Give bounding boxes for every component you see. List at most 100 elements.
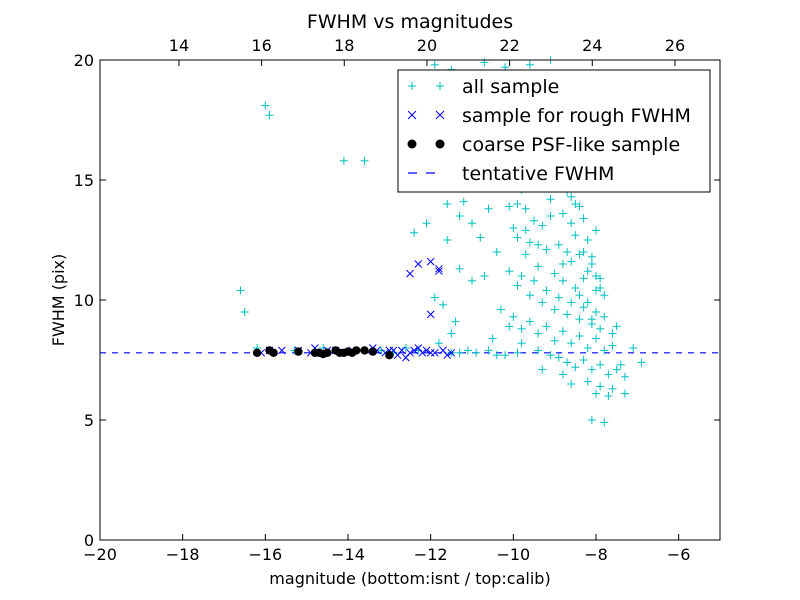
legend-marker-all-sample — [436, 82, 444, 90]
rough-sample-point — [422, 346, 431, 355]
rough-sample-point — [426, 257, 435, 266]
all-sample-point — [587, 260, 596, 268]
all-sample-point — [488, 334, 497, 343]
all-sample-point — [587, 315, 596, 324]
all-sample-point — [567, 219, 576, 228]
coarse-sample-point — [323, 348, 332, 357]
all-sample-point — [525, 317, 534, 326]
all-sample-point — [513, 281, 522, 290]
all-sample-point — [484, 204, 493, 213]
all-sample-point — [579, 356, 588, 364]
coarse-sample-point — [252, 348, 262, 357]
all-sample-point — [554, 293, 563, 302]
all-sample-point — [546, 212, 555, 220]
all-sample-point — [525, 291, 534, 300]
coarse-sample-point — [269, 348, 278, 357]
all-sample-point — [240, 308, 249, 316]
top-x-tick-label: 24 — [582, 36, 602, 55]
all-sample-point — [472, 348, 481, 357]
all-sample-point — [492, 351, 501, 360]
all-sample-point — [600, 291, 609, 300]
x-tick-label: −12 — [414, 545, 448, 564]
all-sample-point — [571, 200, 580, 208]
all-sample-point — [579, 303, 588, 312]
all-sample-point — [517, 339, 526, 348]
all-sample-point — [505, 267, 514, 276]
top-x-tick-label: 20 — [417, 36, 437, 55]
legend-marker-coarse-sample — [435, 139, 445, 149]
all-sample-point — [530, 216, 538, 225]
all-sample-point — [439, 300, 448, 309]
all-sample-point — [513, 200, 522, 208]
coarse-sample-point — [385, 351, 394, 360]
legend-label-rough-sample: sample for rough FWHM — [462, 105, 691, 127]
all-sample-point — [501, 351, 510, 360]
all-sample-point — [592, 389, 600, 398]
all-sample-point — [430, 293, 439, 302]
top-x-tick-label: 14 — [169, 36, 189, 55]
all-sample-point — [567, 380, 576, 388]
all-sample-point — [492, 248, 501, 256]
x-tick-label: −18 — [166, 545, 200, 564]
legend-label-coarse-sample: coarse PSF-like sample — [462, 134, 680, 156]
rough-sample-point — [426, 310, 435, 319]
all-sample-point — [567, 298, 576, 307]
all-sample-point — [554, 240, 563, 249]
top-x-tick-label: 16 — [251, 36, 271, 55]
legend-marker-coarse-sample — [407, 139, 417, 149]
legend: all sample sample for rough FWHM coarse … — [397, 69, 711, 193]
all-sample-point — [558, 327, 567, 336]
all-sample-point — [571, 231, 580, 240]
all-sample-point — [525, 60, 534, 69]
all-sample-point — [575, 332, 584, 340]
all-sample-point — [558, 276, 567, 285]
all-sample-point — [596, 284, 605, 292]
x-tick-label: −14 — [331, 545, 365, 564]
all-sample-point — [620, 389, 629, 398]
all-sample-point — [484, 346, 493, 355]
rough-sample-point — [418, 348, 427, 357]
all-sample-point — [587, 365, 596, 374]
chart-title: FWHM vs magnitudes — [307, 11, 513, 33]
all-sample-point — [447, 329, 456, 338]
all-sample-point — [567, 339, 576, 348]
all-sample-point — [480, 272, 489, 280]
all-sample-point — [542, 245, 551, 254]
coarse-sample-point — [294, 347, 303, 356]
coarse-sample-point — [368, 347, 377, 356]
all-sample-point — [604, 392, 613, 400]
y-tick-label: 15 — [74, 171, 94, 190]
all-sample-point — [538, 365, 547, 374]
y-tick-label: 5 — [84, 411, 94, 430]
all-sample-point — [596, 274, 605, 283]
all-sample-point — [604, 370, 613, 379]
rough-sample-point — [410, 346, 418, 355]
all-sample-point — [468, 276, 476, 285]
x-tick-label: −8 — [584, 545, 608, 564]
rough-sample-point — [402, 353, 410, 362]
all-sample-point — [463, 346, 472, 355]
all-sample-point — [558, 260, 567, 268]
all-sample-point — [505, 322, 514, 331]
all-sample-point — [616, 360, 625, 369]
all-sample-point — [558, 370, 567, 379]
x-tick-label: −6 — [667, 545, 691, 564]
all-sample-point — [596, 382, 605, 391]
all-sample-point — [236, 286, 245, 295]
all-sample-point — [521, 204, 530, 213]
all-sample-point — [596, 360, 605, 369]
rough-sample-point — [447, 348, 456, 357]
all-sample-point — [521, 250, 530, 259]
all-sample-point — [583, 344, 592, 352]
all-sample-point — [530, 276, 538, 285]
all-sample-point — [525, 238, 534, 247]
x-tick-label: −10 — [496, 545, 530, 564]
legend-marker-all-sample — [408, 82, 416, 90]
all-sample-point — [521, 226, 530, 235]
all-sample-point — [583, 377, 592, 386]
all-sample-point — [455, 212, 464, 220]
all-sample-point — [538, 221, 547, 230]
all-sample-point — [575, 250, 584, 259]
all-sample-point — [505, 202, 514, 211]
all-sample-point — [534, 346, 543, 355]
